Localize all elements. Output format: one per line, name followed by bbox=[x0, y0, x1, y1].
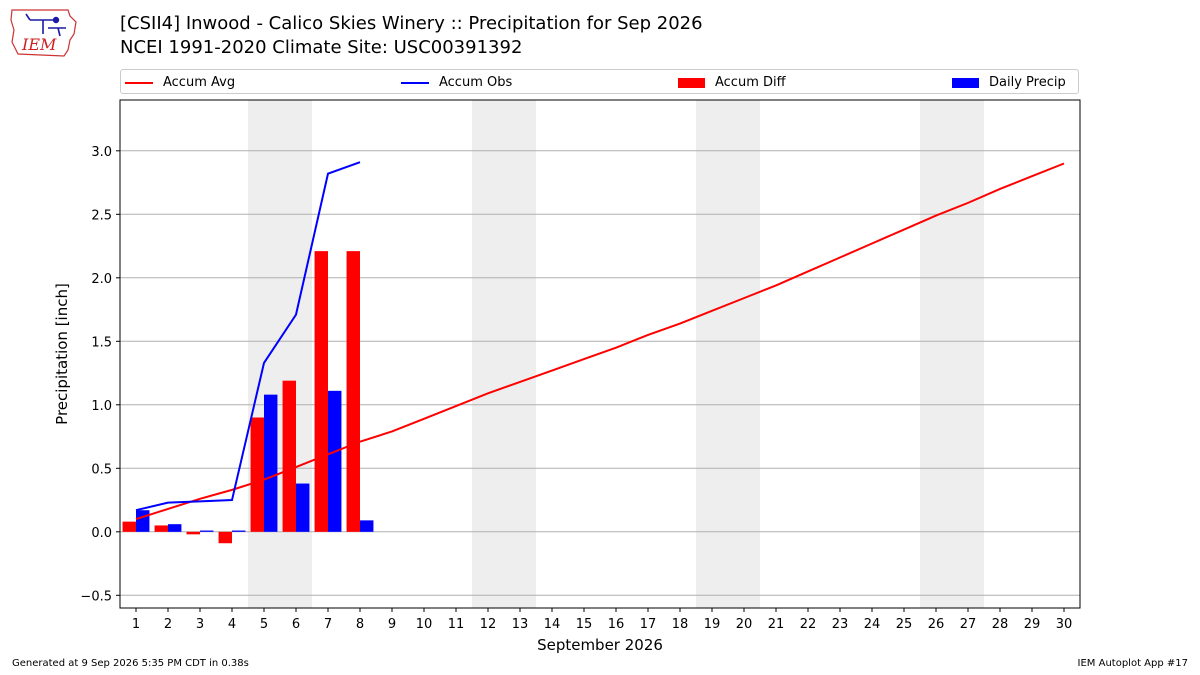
accum-diff-bar bbox=[314, 251, 328, 532]
accum-diff-bar bbox=[250, 417, 264, 532]
weekend-band bbox=[728, 100, 760, 608]
weekend-band bbox=[280, 100, 312, 608]
accum-diff-bar bbox=[346, 251, 360, 532]
weekend-band bbox=[504, 100, 536, 608]
gridlines-layer bbox=[120, 150, 1080, 596]
iem-logo: IEM bbox=[10, 9, 77, 57]
x-axis-label: September 2026 bbox=[537, 636, 663, 654]
legend-swatch-daily-precip bbox=[952, 77, 979, 88]
x-tick-label: 22 bbox=[800, 617, 817, 632]
x-tick-label: 30 bbox=[1056, 617, 1073, 632]
x-tick-label: 27 bbox=[960, 617, 977, 632]
x-tick-label: 7 bbox=[324, 617, 332, 632]
weekend-band bbox=[920, 100, 952, 608]
x-tick-label: 9 bbox=[388, 617, 396, 632]
daily-precip-bar bbox=[168, 524, 182, 532]
y-tick-label: 2.0 bbox=[91, 272, 112, 287]
x-tick-label: 4 bbox=[228, 617, 236, 632]
weekend-band bbox=[952, 100, 984, 608]
x-tick-label: 20 bbox=[736, 617, 753, 632]
y-tick-label: 1.5 bbox=[91, 335, 112, 350]
x-tick-label: 3 bbox=[196, 617, 204, 632]
x-tick-label: 19 bbox=[704, 617, 721, 632]
accum-diff-bar bbox=[186, 531, 200, 535]
weather-station-icon bbox=[25, 13, 66, 37]
accum-avg-line bbox=[135, 162, 1065, 521]
y-axis-label: Precipitation [inch] bbox=[53, 283, 71, 425]
bars-layer bbox=[122, 251, 374, 544]
axes-layer: −0.50.00.51.01.52.02.53.01 2 3 4 5 6 7 8 9 10 11 12… bbox=[80, 99, 1081, 632]
generated-timestamp: Generated at 9 Sep 2026 5:35 PM CDT in 0… bbox=[12, 658, 249, 669]
weekend-band bbox=[696, 100, 728, 608]
x-tick-label: 23 bbox=[832, 617, 849, 632]
legend-item-accum-diff: Accum Diff bbox=[678, 74, 786, 91]
x-tick-label: 2 bbox=[164, 617, 172, 632]
x-tick-label: 11 bbox=[448, 617, 465, 632]
x-tick-label: 5 bbox=[260, 617, 268, 632]
x-tick-label: 12 bbox=[480, 617, 497, 632]
daily-precip-bar bbox=[136, 510, 150, 532]
x-tick-label: 13 bbox=[512, 617, 529, 632]
chart-legend: Accum Avg Accum Obs Accum Diff Daily Pre… bbox=[120, 69, 1079, 94]
x-tick-label: 8 bbox=[356, 617, 364, 632]
x-tick-label: 1 bbox=[132, 617, 140, 632]
accum-diff-bar bbox=[154, 525, 168, 532]
daily-precip-bar bbox=[264, 394, 278, 532]
legend-label-accum-diff: Accum Diff bbox=[715, 75, 786, 90]
daily-precip-bar bbox=[296, 483, 310, 532]
y-tick-label: 3.0 bbox=[91, 145, 112, 160]
legend-swatch-accum-diff bbox=[678, 77, 705, 88]
y-tick-label: −0.5 bbox=[80, 589, 112, 604]
x-tick-label: 14 bbox=[544, 617, 561, 632]
accum-diff-bar bbox=[122, 521, 136, 532]
x-tick-label: 26 bbox=[928, 617, 945, 632]
weekend-shading-layer bbox=[248, 100, 984, 608]
y-tick-label: 1.0 bbox=[91, 399, 112, 414]
x-tick-label: 16 bbox=[608, 617, 625, 632]
chart-title: [CSII4] Inwood - Calico Skies Winery :: … bbox=[120, 13, 703, 34]
daily-precip-bar bbox=[232, 530, 246, 532]
legend-label-daily-precip: Daily Precip bbox=[989, 75, 1066, 90]
accum-diff-bar bbox=[218, 531, 232, 544]
x-tick-label: 29 bbox=[1024, 617, 1041, 632]
legend-swatch-accum-avg bbox=[125, 81, 153, 84]
app-id-label: IEM Autoplot App #17 bbox=[1077, 658, 1188, 669]
weekend-band bbox=[248, 100, 280, 608]
daily-precip-bar bbox=[200, 530, 214, 532]
x-tick-label: 21 bbox=[768, 617, 785, 632]
x-tick-label: 28 bbox=[992, 617, 1009, 632]
y-tick-label: 0.5 bbox=[91, 462, 112, 477]
accum-obs-line bbox=[135, 161, 361, 512]
x-tick-label: 17 bbox=[640, 617, 657, 632]
daily-precip-bar bbox=[360, 520, 374, 532]
lines-layer bbox=[135, 161, 1065, 521]
legend-swatch-accum-obs bbox=[401, 81, 429, 84]
weekend-band bbox=[472, 100, 504, 608]
legend-item-daily-precip: Daily Precip bbox=[952, 74, 1066, 91]
plot-frame bbox=[119, 99, 1081, 609]
y-tick-label: 2.5 bbox=[91, 208, 112, 223]
legend-label-accum-avg: Accum Avg bbox=[163, 75, 236, 90]
y-tick-label: 0.0 bbox=[91, 526, 112, 541]
accum-diff-bar bbox=[282, 380, 296, 532]
chart-subtitle: NCEI 1991-2020 Climate Site: USC00391392 bbox=[120, 37, 523, 58]
x-tick-label: 6 bbox=[292, 617, 300, 632]
x-tick-label: 24 bbox=[864, 617, 881, 632]
legend-item-accum-avg: Accum Avg bbox=[125, 74, 235, 91]
x-tick-label: 15 bbox=[576, 617, 593, 632]
logo-text: IEM bbox=[21, 35, 57, 54]
x-tick-label: 18 bbox=[672, 617, 689, 632]
legend-label-accum-obs: Accum Obs bbox=[439, 75, 513, 90]
x-tick-label: 25 bbox=[896, 617, 913, 632]
legend-item-accum-obs: Accum Obs bbox=[401, 74, 512, 91]
daily-precip-bar bbox=[328, 390, 342, 532]
x-tick-label: 10 bbox=[416, 617, 433, 632]
